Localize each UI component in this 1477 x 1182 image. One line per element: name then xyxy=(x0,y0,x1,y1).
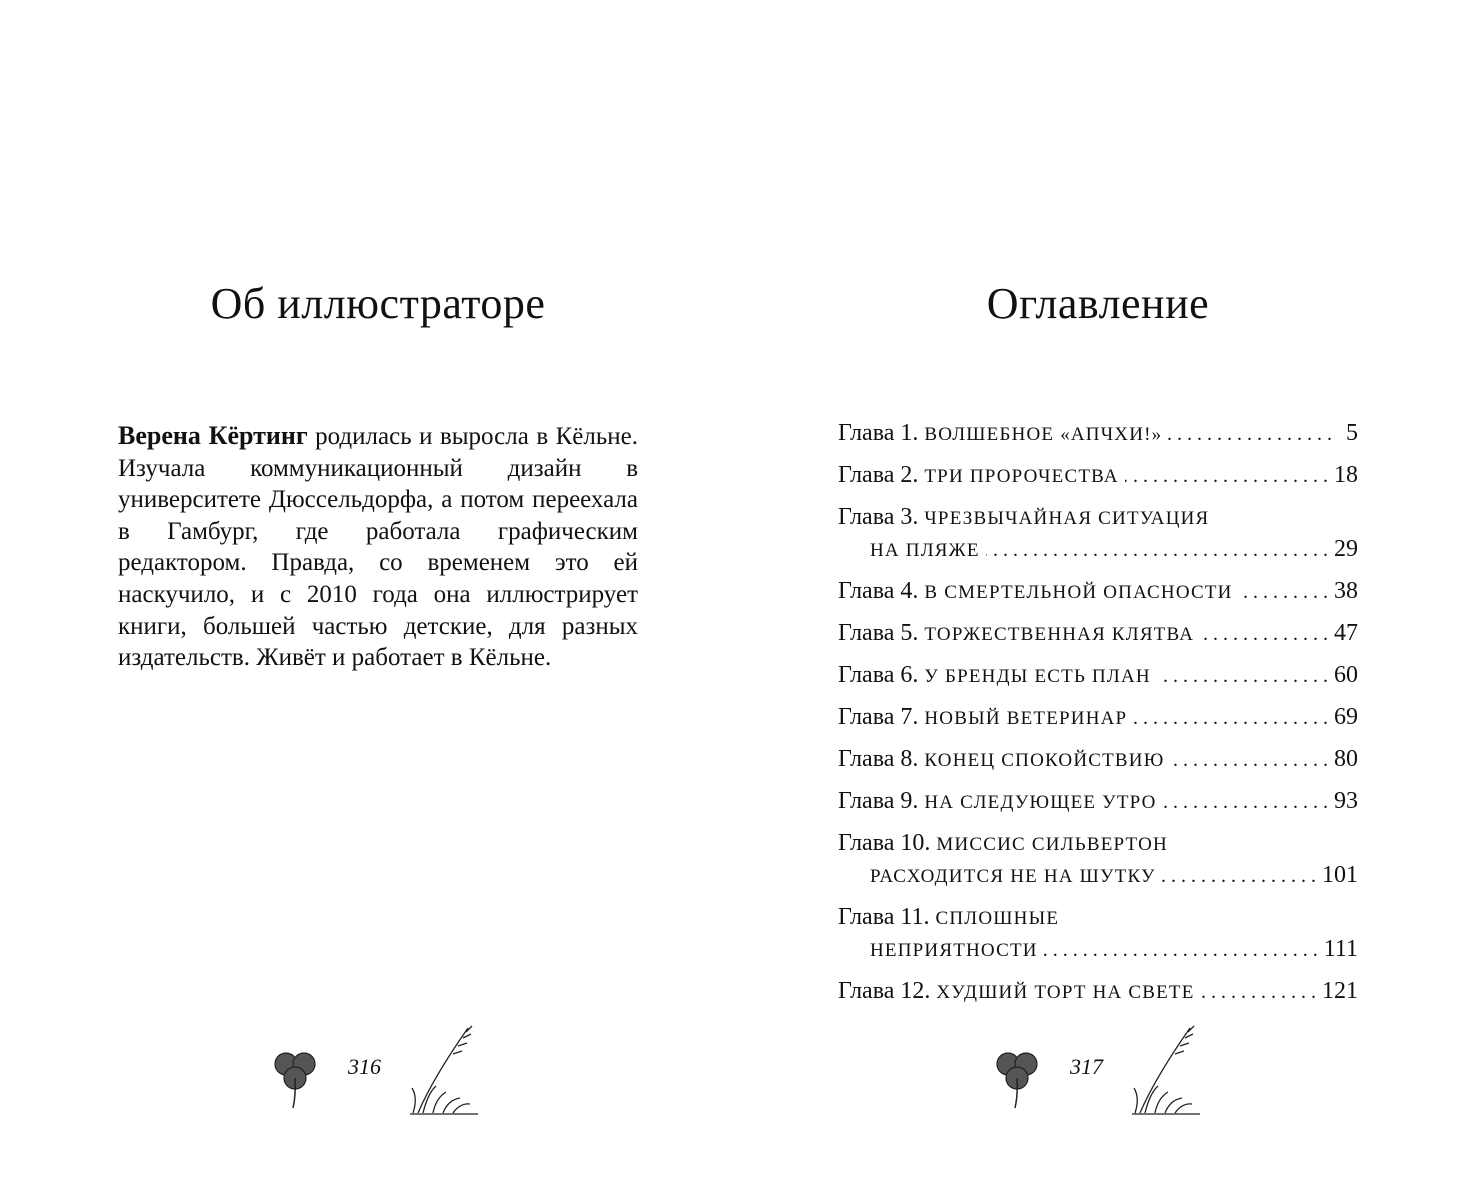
chapter-label: Глава 6. xyxy=(838,662,919,688)
toc-entry: Глава 8. КОНЕЦ СПОКОЙСТВИЮ 80 xyxy=(838,744,1358,776)
toc-line: Глава 4. В СМЕРТЕЛЬНОЙ ОПАСНОСТИ 38 xyxy=(838,576,1358,608)
chapter-label: Глава 10. xyxy=(838,830,931,856)
toc-line: Глава 10. МИССИС СИЛЬВЕРТОН xyxy=(838,828,1358,860)
chapter-title: В СМЕРТЕЛЬНОЙ ОПАСНОСТИ xyxy=(924,582,1233,603)
chapter-page: 29 xyxy=(1334,536,1358,562)
dot-leader xyxy=(1163,787,1328,817)
chapter-page: 80 xyxy=(1334,746,1358,772)
page-number: 317 xyxy=(1070,1054,1103,1079)
chapter-title: КОНЕЦ СПОКОЙСТВИЮ xyxy=(924,750,1165,771)
chapter-label: Глава 9. xyxy=(838,788,919,814)
chapter-label: Глава 3. xyxy=(838,504,919,530)
toc-line: Глава 11. СПЛОШНЫЕ xyxy=(838,902,1358,934)
chapter-page: 38 xyxy=(1334,578,1358,604)
dot-leader xyxy=(1170,745,1328,775)
toc-line: Глава 9. НА СЛЕДУЮЩЕЕ УТРО 93 xyxy=(838,786,1358,818)
toc-line: Глава 7. НОВЫЙ ВЕТЕРИНАР 69 xyxy=(838,702,1358,734)
toc-entry: Глава 4. В СМЕРТЕЛЬНОЙ ОПАСНОСТИ 38 xyxy=(838,576,1358,608)
toc-entry: Глава 3. ЧРЕЗВЫЧАЙНАЯ СИТУАЦИЯ НА ПЛЯЖЕ 29 xyxy=(838,502,1358,566)
chapter-page: 111 xyxy=(1323,936,1358,962)
chapter-page: 47 xyxy=(1334,620,1358,646)
toc-entry: Глава 12. ХУДШИЙ ТОРТ НА СВЕТЕ 121 xyxy=(838,976,1358,1008)
toc-line: Глава 6. У БРЕНДЫ ЕСТЬ ПЛАН 60 xyxy=(838,660,1358,692)
chapter-label: Глава 4. xyxy=(838,578,919,604)
chapter-label: Глава 2. xyxy=(838,462,919,488)
chapter-label: Глава 11. xyxy=(838,904,930,930)
grass-icon xyxy=(410,1025,478,1115)
chapter-label: Глава 8. xyxy=(838,746,919,772)
toc-line: НЕПРИЯТНОСТИ 111 xyxy=(838,934,1358,966)
toc-line: Глава 1. ВОЛШЕБНОЕ «АПЧХИ!» 5 xyxy=(838,418,1358,450)
page-number: 316 xyxy=(348,1054,381,1079)
chapter-page: 18 xyxy=(1334,462,1358,488)
chapter-title: НА ПЛЯЖЕ xyxy=(870,540,980,561)
chapter-title: НОВЫЙ ВЕТЕРИНАР xyxy=(924,708,1128,729)
page-title-contents: Оглавление xyxy=(986,279,1210,328)
toc-line: Глава 5. ТОРЖЕСТВЕННАЯ КЛЯТВА 47 xyxy=(838,618,1358,650)
dot-leader xyxy=(1157,661,1328,691)
chapter-page: 121 xyxy=(1322,978,1358,1004)
dot-leader xyxy=(1168,419,1332,449)
chapter-page: 69 xyxy=(1334,704,1358,730)
toc-entry: Глава 7. НОВЫЙ ВЕТЕРИНАР 69 xyxy=(838,702,1358,734)
dot-leader xyxy=(1162,861,1316,891)
bio-text: родилась и выросла в Кёльне. Изучала ком… xyxy=(118,423,638,672)
dot-leader xyxy=(1125,461,1328,491)
illustrator-bio: Верена Кёртинг родилась и выросла в Кёль… xyxy=(118,420,638,674)
chapter-title: НА СЛЕДУЮЩЕЕ УТРО xyxy=(924,792,1157,813)
toc-entry: Глава 9. НА СЛЕДУЮЩЕЕ УТРО 93 xyxy=(838,786,1358,818)
chapter-title: У БРЕНДЫ ЕСТЬ ПЛАН xyxy=(924,666,1151,687)
chapter-title: ВОЛШЕБНОЕ «АПЧХИ!» xyxy=(924,424,1163,445)
toc-entry: Глава 1. ВОЛШЕБНОЕ «АПЧХИ!» 5 xyxy=(838,418,1358,450)
toc-entry: Глава 6. У БРЕНДЫ ЕСТЬ ПЛАН 60 xyxy=(838,660,1358,692)
chapter-title: ХУДШИЙ ТОРТ НА СВЕТЕ xyxy=(936,982,1195,1003)
chapter-title: СПЛОШНЫЕ xyxy=(935,908,1060,929)
dot-leader xyxy=(1133,703,1328,733)
folio-left: 316 xyxy=(268,1025,508,1120)
dot-leader xyxy=(1201,977,1316,1007)
chapter-label: Глава 5. xyxy=(838,620,919,646)
chapter-title: РАСХОДИТСЯ НЕ НА ШУТКУ xyxy=(870,866,1156,887)
clover-icon xyxy=(274,1052,316,1109)
chapter-page: 93 xyxy=(1334,788,1358,814)
chapter-title: НЕПРИЯТНОСТИ xyxy=(870,940,1038,961)
toc-line: Глава 12. ХУДШИЙ ТОРТ НА СВЕТЕ 121 xyxy=(838,976,1358,1008)
grass-icon xyxy=(1132,1025,1200,1115)
chapter-title: ЧРЕЗВЫЧАЙНАЯ СИТУАЦИЯ xyxy=(924,508,1210,529)
clover-icon xyxy=(996,1052,1038,1109)
toc-entry: Глава 10. МИССИС СИЛЬВЕРТОН РАСХОДИТСЯ НЕ… xyxy=(838,828,1358,892)
toc-line: РАСХОДИТСЯ НЕ НА ШУТКУ 101 xyxy=(838,860,1358,892)
chapter-title: ТОРЖЕСТВЕННАЯ КЛЯТВА xyxy=(924,624,1195,645)
toc-entry: Глава 11. СПЛОШНЫЕ НЕПРИЯТНОСТИ 111 xyxy=(838,902,1358,966)
toc-line: НА ПЛЯЖЕ 29 xyxy=(838,534,1358,566)
chapter-label: Глава 12. xyxy=(838,978,931,1004)
toc-line: Глава 2. ТРИ ПРОРОЧЕСТВА 18 xyxy=(838,460,1358,492)
chapter-page: 101 xyxy=(1322,862,1358,888)
chapter-title: МИССИС СИЛЬВЕРТОН xyxy=(936,834,1168,855)
dot-leader xyxy=(1044,935,1318,965)
toc-line: Глава 3. ЧРЕЗВЫЧАЙНАЯ СИТУАЦИЯ xyxy=(838,502,1358,534)
folio-right: 317 xyxy=(990,1025,1230,1120)
page-title-illustrator: Об иллюстраторе xyxy=(210,279,546,328)
dot-leader xyxy=(986,535,1328,565)
toc-entry: Глава 2. ТРИ ПРОРОЧЕСТВА 18 xyxy=(838,460,1358,492)
table-of-contents: Глава 1. ВОЛШЕБНОЕ «АПЧХИ!» 5 Глава 2. ТРИ… xyxy=(838,418,1358,1018)
toc-line: Глава 8. КОНЕЦ СПОКОЙСТВИЮ 80 xyxy=(838,744,1358,776)
dot-leader xyxy=(1200,619,1328,649)
chapter-page: 5 xyxy=(1346,420,1358,446)
chapter-label: Глава 7. xyxy=(838,704,919,730)
chapter-label: Глава 1. xyxy=(838,420,919,446)
toc-entry: Глава 5. ТОРЖЕСТВЕННАЯ КЛЯТВА 47 xyxy=(838,618,1358,650)
illustrator-name: Верена Кёртинг xyxy=(118,421,308,450)
dot-leader xyxy=(1239,577,1328,607)
chapter-title: ТРИ ПРОРОЧЕСТВА xyxy=(924,466,1119,487)
chapter-page: 60 xyxy=(1334,662,1358,688)
